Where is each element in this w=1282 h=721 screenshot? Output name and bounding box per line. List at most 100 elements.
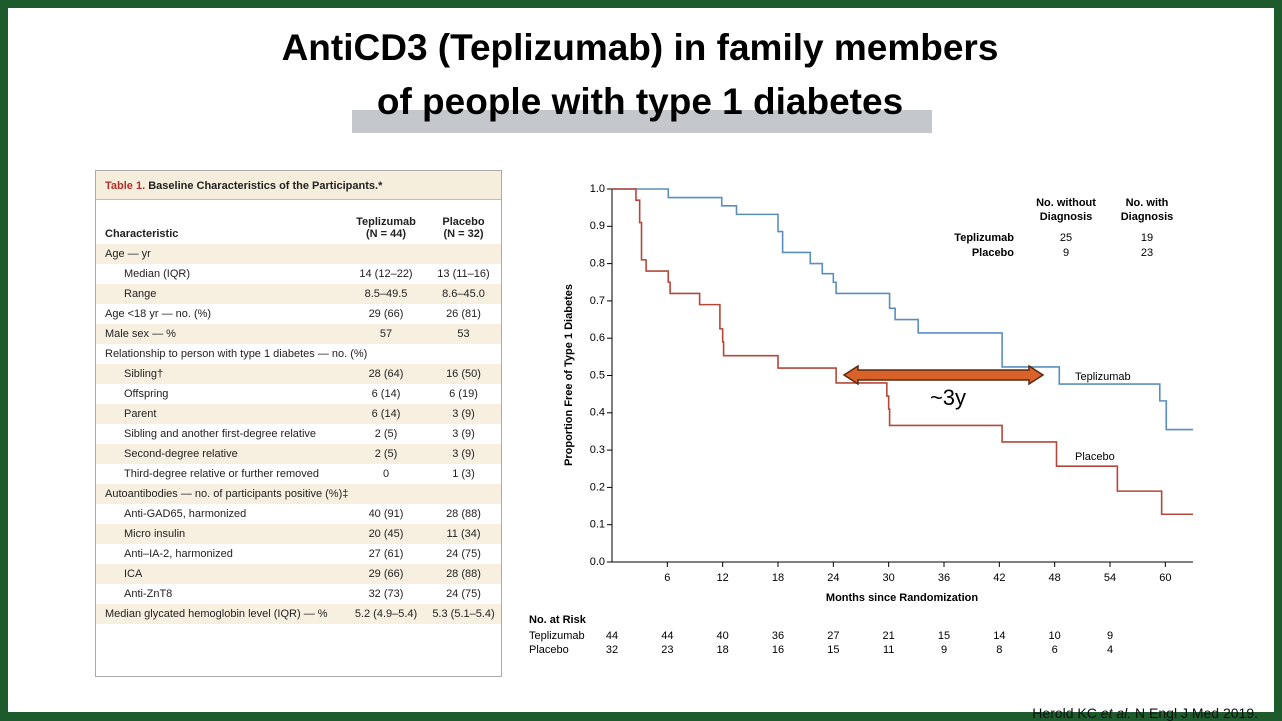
cell: 53 [426, 324, 501, 344]
cell: 11 (34) [426, 524, 501, 544]
group-label-cell: Relationship to person with type 1 diabe… [96, 344, 501, 364]
risk-value: 8 [996, 644, 1002, 656]
row-label: Second-degree relative [96, 444, 346, 464]
row-label: Anti-ZnT8 [124, 588, 173, 600]
y-tick-label: 0.0 [590, 556, 605, 568]
table-row: Male sex — % 57 53 [96, 324, 501, 344]
table-row: Sibling† 28 (64) 16 (50) [96, 364, 501, 384]
cell: 32 (73) [368, 588, 404, 600]
cell: 26 (81) [446, 308, 481, 320]
risk-value: 11 [883, 644, 894, 656]
x-tick-label: 24 [827, 572, 839, 584]
diagnosis-row-label: Placebo [972, 247, 1014, 259]
diagnosis-row-label: Teplizumab [954, 232, 1014, 244]
cell: 8.5–49.5 [346, 284, 426, 304]
table-row: Offspring 6 (14) 6 (19) [96, 384, 501, 404]
risk-value: 32 [606, 644, 618, 656]
cell: 5.3 (5.1–5.4) [426, 604, 501, 624]
table-row: Anti-ZnT8 32 (73) 24 (75) [96, 584, 501, 604]
row-label: Sibling† [96, 364, 346, 384]
column-header-line: Teplizumab [356, 216, 416, 228]
cell: 6 (14) [371, 388, 401, 400]
risk-value: 15 [938, 630, 950, 642]
column-header-line: Placebo [442, 216, 485, 228]
column-header-line: (N = 44) [365, 228, 407, 240]
diagnosis-header: No. with [1126, 197, 1169, 209]
km-curve [612, 188, 1193, 516]
cell: 3 (9) [426, 404, 501, 424]
risk-value: 18 [717, 644, 729, 656]
cell: 28 (88) [446, 508, 481, 520]
series-label: Teplizumab [1075, 371, 1131, 383]
slide-title: of people with type 1 diabetes [377, 81, 903, 122]
row-label: Median glycated hemoglobin level (IQR) —… [96, 604, 346, 624]
x-tick-label: 30 [883, 572, 895, 584]
x-tick-label: 48 [1049, 572, 1061, 584]
risk-value: 15 [827, 644, 839, 656]
group-row: Autoantibodies — no. of participants pos… [96, 484, 501, 504]
risk-row-label: Teplizumab [529, 630, 585, 642]
group-label: Age — yr [105, 248, 151, 260]
cell: 13 (11–16) [437, 268, 490, 280]
series-label: Placebo [1075, 451, 1115, 463]
y-tick-label: 0.3 [590, 444, 605, 456]
diagnosis-header: Diagnosis [1121, 211, 1174, 223]
table-row: ICA 29 (66) 28 (88) [96, 564, 501, 584]
cell: 24 (75) [446, 548, 481, 560]
diagnosis-value: 9 [1063, 247, 1069, 259]
slide: AntiCD3 (Teplizumab) in family members o… [8, 8, 1274, 721]
x-tick-label: 42 [993, 572, 1005, 584]
x-tick-label: 12 [717, 572, 729, 584]
citation-etal: et al. [1100, 705, 1132, 721]
header-row: Characteristic Teplizumab (N = 44) Placebo(… [96, 200, 501, 244]
cell: 1 (3) [452, 468, 475, 480]
x-axis-label: Months since Randomization [826, 592, 978, 604]
group-label: Autoantibodies — no. of participants pos… [105, 488, 349, 500]
risk-value: 44 [606, 630, 618, 642]
annotation: ~3y [930, 385, 966, 410]
y-tick-label: 0.1 [590, 519, 605, 531]
row-label: Micro insulin [96, 524, 346, 544]
citation-authors: Herold KC [1032, 705, 1097, 721]
column-header: Teplizumab (N = 44) [346, 200, 426, 244]
table-label: Table 1. [105, 180, 146, 192]
cell: 29 (66) [346, 564, 426, 584]
cell: 2 (5) [374, 428, 398, 440]
diagnosis-header: No. without [1036, 197, 1096, 209]
diagnosis-value: 19 [1141, 232, 1153, 244]
annotation-arrow [842, 364, 1045, 386]
x-tick-label: 60 [1159, 572, 1171, 584]
cell: 29 (66) [368, 308, 404, 320]
table-row: Second-degree relative 2 (5) 3 (9) [96, 444, 501, 464]
column-header: Characteristic [105, 228, 179, 240]
cell: 20 (45) [346, 524, 426, 544]
cell: 40 (91) [368, 508, 404, 520]
diagnosis-header: Diagnosis [1040, 211, 1093, 223]
cell: 27 (61) [368, 548, 404, 560]
citation-journal: N Engl J Med 2019. [1135, 705, 1258, 721]
row-label: Sibling and another first-degree relativ… [124, 428, 317, 440]
column-header-line: (N = 32) [443, 228, 484, 240]
risk-value: 36 [772, 630, 784, 642]
x-tick-label: 54 [1104, 572, 1116, 584]
row-label: Parent [96, 404, 346, 424]
risk-title: No. at Risk [529, 614, 587, 626]
table-row: Range 8.5–49.5 8.6–45.0 [96, 284, 501, 304]
risk-value: 10 [1049, 630, 1061, 642]
cell: 24 (75) [446, 588, 481, 600]
table-row: Age <18 yr — no. (%) 29 (66) 26 (81) [96, 304, 501, 324]
row-label: Anti–IA-2, harmonized [124, 548, 233, 560]
table-caption-text: Baseline Characteristics of the Particip… [148, 180, 383, 192]
group-label: Relationship to person with type 1 diabe… [105, 348, 368, 360]
diagnosis-value: 23 [1141, 247, 1153, 259]
x-tick-label: 18 [772, 572, 784, 584]
slide-graphics: AntiCD3 (Teplizumab) in family members o… [282, 27, 1193, 656]
cell: 14 (12–22) [359, 268, 413, 280]
table-row: Median (IQR) 14 (12–22) 13 (11–16) [96, 264, 501, 284]
cell: 6 (14) [346, 404, 426, 424]
cell: 0 [382, 468, 390, 480]
group-label-cell: Autoantibodies — no. of participants pos… [96, 484, 501, 504]
cell: 16 (50) [426, 364, 501, 384]
cell: 57 [346, 324, 426, 344]
y-tick-label: 0.2 [590, 481, 605, 493]
